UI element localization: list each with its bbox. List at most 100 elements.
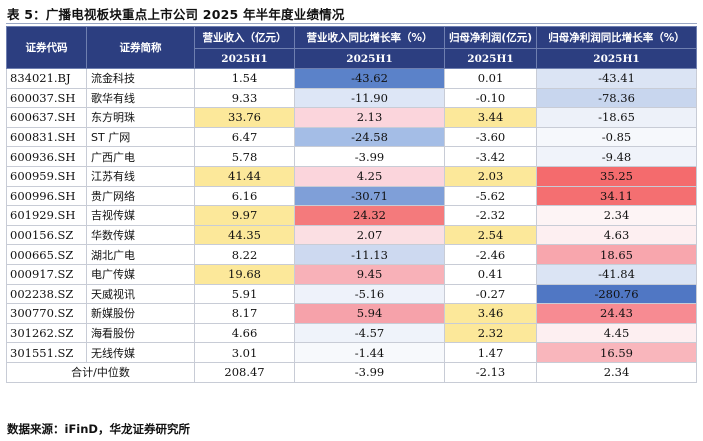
- security-code: 600637.SH: [6, 107, 87, 128]
- security-code: 301551.SZ: [6, 342, 87, 363]
- revenue-yoy-cell: -30.71: [294, 185, 445, 207]
- period-label: 2025H1: [194, 48, 295, 69]
- security-code: 600831.SH: [6, 126, 87, 148]
- revenue-yoy-cell: -11.90: [294, 87, 445, 109]
- revenue-cell: 41.44: [194, 165, 295, 187]
- security-code: 834021.BJ: [6, 68, 87, 89]
- profit-yoy-cell: -0.85: [536, 126, 697, 148]
- revenue-cell: 9.97: [194, 205, 295, 226]
- profit-cell: 3.46: [444, 303, 537, 324]
- profit-cell: 2.54: [444, 224, 537, 246]
- table-row: 834021.BJ 流金科技 1.54 -43.62 0.01 -43.41: [6, 68, 697, 89]
- table-row: 600959.SH 江苏有线 41.44 4.25 2.03 35.25: [6, 165, 697, 187]
- table-row: 301262.SZ 海看股份 4.66 -4.57 2.32 4.45: [6, 322, 697, 344]
- table-row: 300770.SZ 新媒股份 8.17 5.94 3.46 24.43: [6, 303, 697, 324]
- source-note: 数据来源：iFinD，华龙证券研究所: [7, 422, 190, 436]
- revenue-cell: 5.91: [194, 283, 295, 305]
- revenue-yoy-cell: 9.45: [294, 263, 445, 285]
- security-name: 吉视传媒: [86, 205, 195, 226]
- revenue-cell: 6.47: [194, 126, 295, 148]
- profit-cell: 1.47: [444, 342, 537, 363]
- revenue-yoy-cell: 2.07: [294, 224, 445, 246]
- revenue-yoy-cell: 2.13: [294, 107, 445, 128]
- security-name: 海看股份: [86, 322, 195, 344]
- col-header-name: 证券简称: [86, 26, 195, 69]
- profit-yoy-cell: 4.63: [536, 224, 697, 246]
- total-revenue: 208.47: [194, 361, 295, 383]
- profit-yoy-cell: 18.65: [536, 244, 697, 265]
- col-header-revenue: 营业收入（亿元）: [194, 26, 295, 49]
- profit-yoy-cell: -43.41: [536, 68, 697, 89]
- profit-cell: -0.10: [444, 87, 537, 109]
- revenue-yoy-cell: 24.32: [294, 205, 445, 226]
- security-code: 000156.SZ: [6, 224, 87, 246]
- revenue-cell: 8.22: [194, 244, 295, 265]
- revenue-cell: 5.78: [194, 146, 295, 167]
- table-row: 601929.SH 吉视传媒 9.97 24.32 -2.32 2.34: [6, 205, 697, 226]
- profit-yoy-cell: 16.59: [536, 342, 697, 363]
- revenue-cell: 33.76: [194, 107, 295, 128]
- period-label: 2025H1: [536, 48, 697, 69]
- security-name: 贵广网络: [86, 185, 195, 207]
- profit-cell: -2.32: [444, 205, 537, 226]
- table-row: 000665.SZ 湖北广电 8.22 -11.13 -2.46 18.65: [6, 244, 697, 265]
- profit-yoy-cell: -78.36: [536, 87, 697, 109]
- security-name: 华数传媒: [86, 224, 195, 246]
- profit-yoy-cell: -9.48: [536, 146, 697, 167]
- revenue-cell: 6.16: [194, 185, 295, 207]
- security-code: 600996.SH: [6, 185, 87, 207]
- revenue-cell: 4.66: [194, 322, 295, 344]
- profit-yoy-cell: -18.65: [536, 107, 697, 128]
- period-label: 2025H1: [294, 48, 445, 69]
- revenue-yoy-cell: -11.13: [294, 244, 445, 265]
- security-name: ST 广网: [86, 126, 195, 148]
- security-name: 天威视讯: [86, 283, 195, 305]
- security-code: 000917.SZ: [6, 263, 87, 285]
- profit-cell: 0.01: [444, 68, 537, 89]
- earnings-table: 证券代码 证券简称 营业收入（亿元） 营业收入同比增长率（%） 归母净利润(亿元…: [6, 26, 697, 383]
- security-name: 新媒股份: [86, 303, 195, 324]
- security-name: 江苏有线: [86, 165, 195, 187]
- col-header-revenue-yoy: 营业收入同比增长率（%）: [294, 26, 445, 49]
- security-name: 东方明珠: [86, 107, 195, 128]
- profit-yoy-cell: -41.84: [536, 263, 697, 285]
- profit-yoy-cell: 4.45: [536, 322, 697, 344]
- profit-cell: 3.44: [444, 107, 537, 128]
- profit-cell: 2.03: [444, 165, 537, 187]
- security-code: 600959.SH: [6, 165, 87, 187]
- security-code: 002238.SZ: [6, 283, 87, 305]
- total-label: 合计/中位数: [6, 361, 195, 383]
- revenue-cell: 19.68: [194, 263, 295, 285]
- total-revenue-yoy: -3.99: [294, 361, 445, 383]
- profit-yoy-cell: -280.76: [536, 283, 697, 305]
- security-name: 湖北广电: [86, 244, 195, 265]
- table-title: 表 5：广播电视板块重点上市公司 2025 年半年度业绩情况: [7, 7, 345, 22]
- title-divider: [6, 23, 697, 24]
- revenue-yoy-cell: -3.99: [294, 146, 445, 167]
- period-row: 2025H1 2025H1 2025H1 2025H1: [7, 48, 697, 69]
- security-name: 广西广电: [86, 146, 195, 167]
- security-code: 301262.SZ: [6, 322, 87, 344]
- table-row: 002238.SZ 天威视讯 5.91 -5.16 -0.27 -280.76: [6, 283, 697, 305]
- table-body: 834021.BJ 流金科技 1.54 -43.62 0.01 -43.41 600037.…: [6, 68, 697, 383]
- revenue-yoy-cell: -1.44: [294, 342, 445, 363]
- profit-cell: -2.46: [444, 244, 537, 265]
- revenue-yoy-cell: -5.16: [294, 283, 445, 305]
- security-name: 无线传媒: [86, 342, 195, 363]
- revenue-cell: 9.33: [194, 87, 295, 109]
- profit-cell: 2.32: [444, 322, 537, 344]
- total-row: 合计/中位数 208.47 -3.99 -2.13 2.34: [6, 361, 697, 383]
- security-code: 600037.SH: [6, 87, 87, 109]
- header-row: 证券代码 证券简称 营业收入（亿元） 营业收入同比增长率（%） 归母净利润(亿元…: [6, 26, 697, 69]
- table-row: 600037.SH 歌华有线 9.33 -11.90 -0.10 -78.36: [6, 87, 697, 109]
- revenue-cell: 3.01: [194, 342, 295, 363]
- profit-yoy-cell: 34.11: [536, 185, 697, 207]
- profit-cell: -3.60: [444, 126, 537, 148]
- table-row: 600831.SH ST 广网 6.47 -24.58 -3.60 -0.85: [6, 126, 697, 148]
- col-header-profit: 归母净利润(亿元): [444, 26, 537, 49]
- profit-yoy-cell: 35.25: [536, 165, 697, 187]
- security-code: 000665.SZ: [6, 244, 87, 265]
- profit-yoy-cell: 24.43: [536, 303, 697, 324]
- profit-cell: -3.42: [444, 146, 537, 167]
- security-name: 歌华有线: [86, 87, 195, 109]
